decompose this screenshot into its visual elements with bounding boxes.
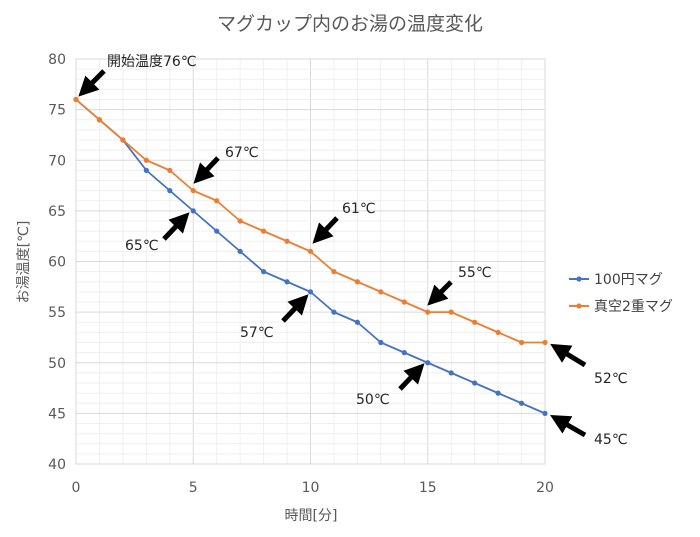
data-point: [425, 360, 431, 366]
data-point: [284, 238, 290, 244]
y-tick-label: 80: [48, 52, 66, 68]
x-tick-label: 5: [189, 480, 198, 496]
data-point: [331, 309, 337, 315]
legend-label: 真空2重マグ: [594, 299, 673, 315]
x-axis-title: 時間[分]: [285, 508, 338, 524]
y-axis-title: お湯温度[℃]: [15, 221, 32, 304]
annotation-label: 50℃: [356, 392, 390, 408]
data-point: [143, 167, 149, 173]
data-point: [448, 370, 454, 376]
legend-item: 100円マグ: [569, 272, 663, 288]
data-point: [518, 400, 525, 406]
data-point: [214, 198, 220, 204]
data-point: [307, 248, 314, 254]
annotation-labels: 開始温度76℃ 67℃ 65℃ 61℃ 57℃ 55℃ 50℃ 52℃ 45℃: [107, 54, 628, 448]
annotation-label: 52℃: [594, 371, 628, 387]
annotation-label: 55℃: [458, 265, 492, 281]
data-point: [190, 188, 196, 194]
data-point: [331, 269, 337, 275]
data-point: [73, 96, 79, 103]
data-point: [190, 208, 196, 214]
annotation-arrow: [162, 212, 190, 241]
x-tick-label: 15: [419, 480, 437, 496]
annotation-arrows: [78, 69, 587, 438]
data-point: [401, 350, 407, 356]
y-tick-label: 70: [48, 153, 66, 169]
annotation-label: 45℃: [594, 432, 628, 448]
data-point: [167, 188, 173, 194]
annotation-label: 61℃: [342, 201, 376, 217]
legend-label: 100円マグ: [594, 272, 663, 288]
data-point: [354, 279, 360, 285]
annotation-arrow: [427, 280, 453, 306]
data-point: [472, 380, 478, 386]
data-point: [401, 299, 407, 305]
data-point: [378, 339, 384, 346]
x-tick-label: 20: [536, 480, 554, 496]
y-tick-label: 75: [48, 103, 66, 119]
legend-item: 真空2重マグ: [569, 299, 673, 315]
annotation-arrow: [78, 69, 106, 97]
data-point: [120, 137, 126, 143]
annotation-label: 65℃: [125, 238, 159, 254]
data-point: [214, 228, 220, 234]
y-tick-label: 50: [48, 356, 66, 372]
y-tick-label: 55: [48, 305, 66, 321]
data-point: [143, 157, 149, 163]
data-point: [284, 279, 290, 285]
data-point: [237, 218, 243, 224]
data-point: [542, 410, 548, 416]
data-point: [425, 309, 431, 315]
data-point: [495, 329, 501, 335]
series-layer: [73, 96, 548, 416]
data-point: [261, 228, 267, 234]
y-tick-label: 65: [48, 204, 66, 220]
data-point: [495, 390, 501, 396]
annotation-arrow: [281, 294, 309, 323]
x-tick-label: 0: [72, 480, 81, 496]
data-point: [167, 167, 173, 173]
y-tick-label: 40: [48, 457, 66, 473]
data-point: [96, 117, 103, 123]
series-1: [73, 96, 548, 416]
legend-swatch-marker: [576, 276, 582, 282]
x-tick-label: 10: [302, 480, 320, 496]
annotation-arrow: [550, 343, 587, 368]
x-tick-labels: 0 5 10 15 20: [72, 480, 554, 496]
data-point: [307, 289, 314, 295]
y-tick-labels: 40 45 50 55 60 65 70 75 80: [48, 52, 66, 473]
data-point: [448, 309, 454, 315]
data-point: [518, 339, 525, 346]
annotation-label: 67℃: [225, 145, 259, 161]
annotation-label: 開始温度76℃: [107, 54, 197, 70]
chart-title: マグカップ内のお湯の温度変化: [217, 13, 483, 35]
data-point: [378, 289, 384, 295]
annotation-arrow: [193, 156, 220, 184]
data-point: [261, 269, 267, 275]
annotation-arrow: [550, 415, 587, 438]
y-tick-label: 60: [48, 255, 66, 271]
annotation-arrow: [312, 216, 339, 244]
y-tick-label: 45: [48, 406, 66, 422]
grid: [75, 58, 546, 465]
plot-area-border: [75, 58, 546, 465]
annotation-label: 57℃: [240, 325, 274, 341]
data-point: [542, 339, 548, 346]
annotation-arrow: [398, 363, 425, 391]
data-point: [237, 248, 243, 254]
series-2: [73, 96, 548, 346]
data-point: [354, 319, 360, 325]
legend-swatch-marker: [576, 303, 582, 309]
data-point: [472, 319, 478, 325]
